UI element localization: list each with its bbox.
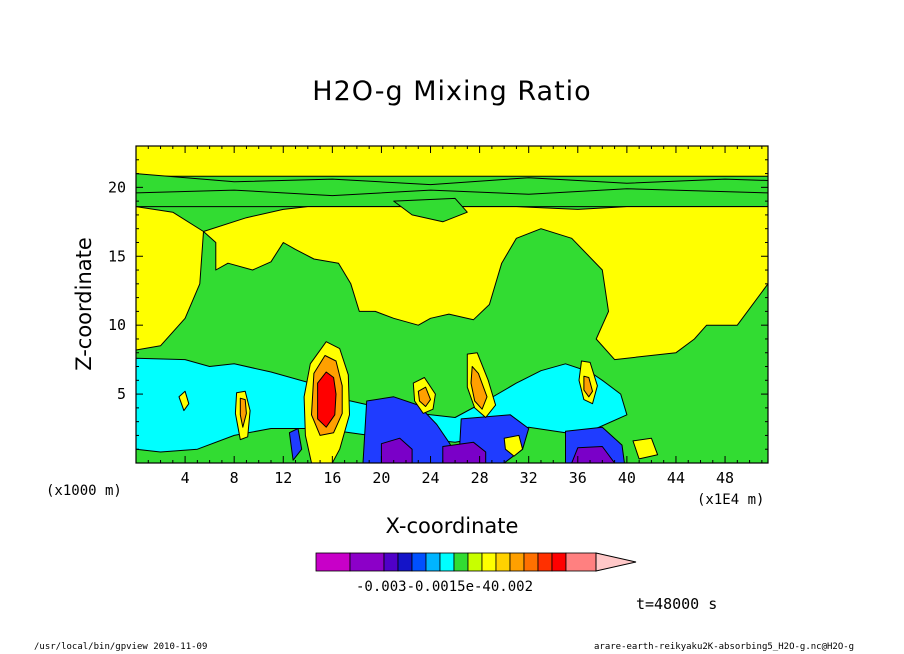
colorbar-swatch	[509, 552, 525, 572]
colorbar	[315, 552, 637, 572]
colorbar-swatch	[523, 552, 539, 572]
y-axis: 5 10 15 20	[108, 159, 768, 450]
x-axis: 4 8 12 16 20 24 28 32 36 40 44 48	[147, 146, 763, 487]
contour-regions	[136, 146, 768, 463]
y-axis-label: Z-coordinate	[72, 237, 96, 371]
x-tick-label: 20	[372, 469, 390, 487]
contour-region-yellow-4	[136, 146, 768, 177]
x-axis-label: X-coordinate	[385, 514, 519, 538]
x-tick-label: 44	[667, 469, 685, 487]
x-tick-label: 40	[618, 469, 636, 487]
contour-region-green-5	[136, 173, 768, 197]
contour-region-orange-19	[239, 397, 247, 428]
x-tick-label: 36	[569, 469, 587, 487]
colorbar-swatch	[481, 552, 497, 572]
x-tick-label: 24	[421, 469, 439, 487]
x-tick-label: 12	[274, 469, 292, 487]
colorbar-swatch	[439, 552, 455, 572]
y-tick-label: 10	[108, 316, 126, 334]
x-scale-label: (x1E4 m)	[697, 492, 765, 508]
contour-region-yellow-1	[136, 206, 204, 351]
colorbar-swatch	[495, 552, 511, 572]
colorbar-swatch	[397, 552, 413, 572]
colorbar-swatch	[537, 552, 553, 572]
contour-region-green-3	[393, 197, 468, 223]
colorbar-swatch	[551, 552, 567, 572]
colorbar-swatch	[467, 552, 483, 572]
contour-region-red-16	[317, 371, 337, 428]
colorbar-swatch	[349, 552, 385, 572]
contour-region-blue-10	[288, 428, 303, 461]
plot-frame	[135, 145, 769, 464]
x-tick-label: 28	[471, 469, 489, 487]
colorbar-arrow	[595, 552, 637, 572]
y-tick-label: 5	[117, 385, 126, 403]
x-unit-label: (x1000 m)	[46, 483, 122, 499]
colorbar-swatch	[315, 552, 351, 572]
contour-region-yellow-17	[178, 390, 190, 412]
time-label: t=48000 s	[636, 595, 718, 613]
contour-region-orange-21	[417, 386, 431, 407]
colorbar-swatch	[383, 552, 399, 572]
contour-region-orange-25	[583, 375, 593, 398]
colorbar-swatch	[411, 552, 427, 572]
contour-region-yellow-2	[203, 206, 768, 361]
footer-right: arare-earth-reikyaku2K-absorbing5_H2O-g.…	[594, 642, 855, 652]
x-tick-label: 48	[716, 469, 734, 487]
x-tick-label: 8	[230, 469, 239, 487]
colorbar-tick-labels: -0.003-0.0015e-40.002	[356, 579, 534, 595]
contour-region-orange-23	[470, 366, 488, 410]
footer-left: /usr/local/bin/gpview 2010-11-09	[34, 642, 208, 652]
colorbar-swatch	[425, 552, 441, 572]
contour-region-yellow-26	[503, 434, 524, 457]
y-tick-label: 20	[108, 178, 126, 196]
contour-region-violet-13	[571, 446, 616, 463]
colorbar-swatch	[565, 552, 597, 572]
chart-title: H2O-g Mixing Ratio	[312, 76, 592, 107]
contour-region-yellow-27	[632, 437, 659, 460]
y-tick-label: 15	[108, 247, 126, 265]
x-tick-label: 4	[181, 469, 190, 487]
x-tick-label: 16	[323, 469, 341, 487]
x-tick-label: 32	[520, 469, 538, 487]
colorbar-swatch	[453, 552, 469, 572]
